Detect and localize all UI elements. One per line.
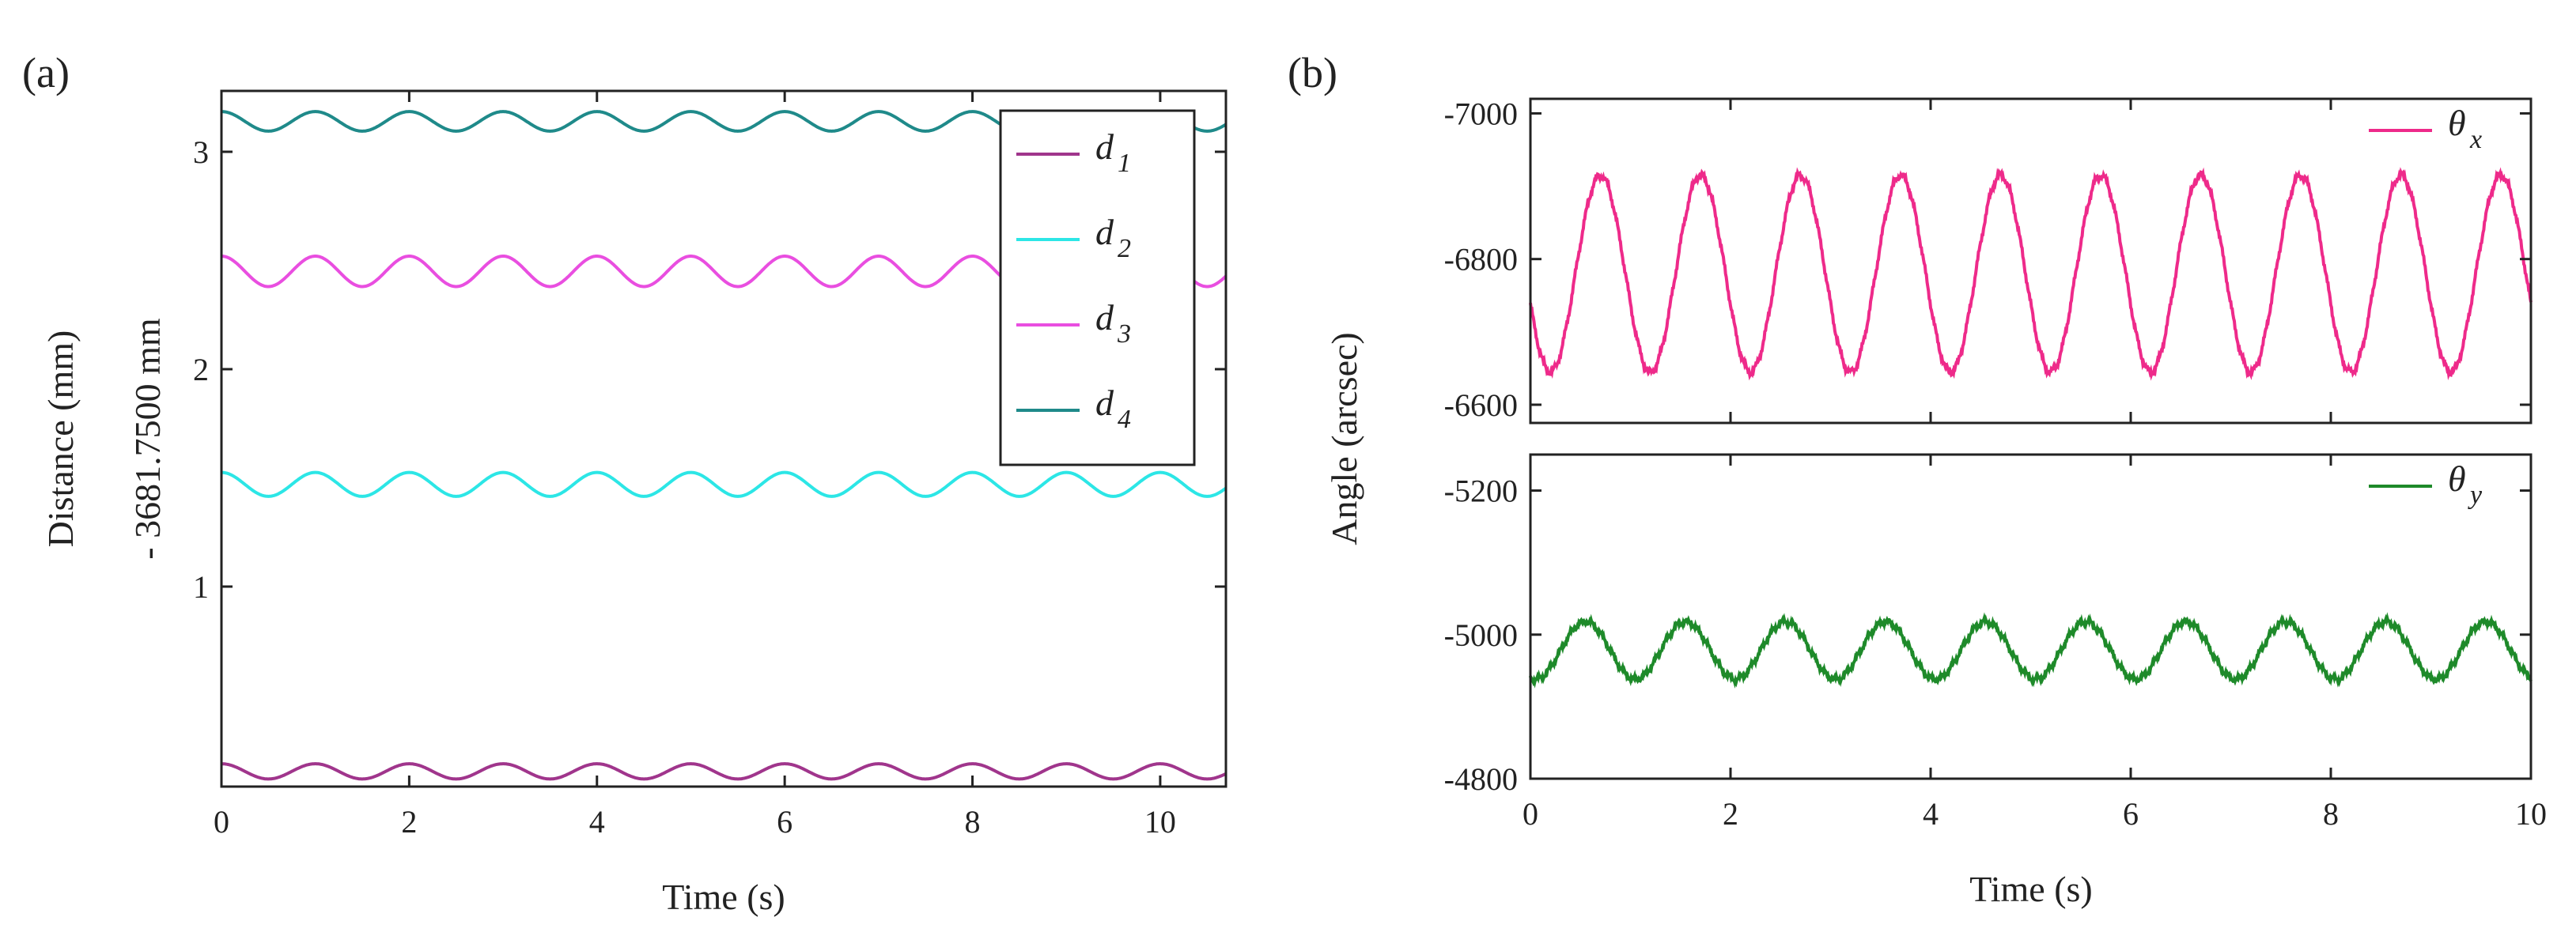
panel-a-d3-legend-label: d	[1095, 297, 1114, 338]
panel-a-d4-legend-subscript: 4	[1118, 405, 1131, 434]
panel-b-theta-x-legend-subscript: x	[2469, 125, 2482, 154]
panel-a-x-tick-label: 0	[214, 804, 229, 840]
panel-a-d4-legend-label: d	[1095, 383, 1114, 423]
panel-a-legend-box	[999, 109, 1196, 466]
panel-a-y-axis-title-line-2: - 3681.7500 mm	[127, 318, 168, 560]
panel-a-d1-legend-subscript: 1	[1118, 149, 1131, 178]
panel-a-d2-legend-label: d	[1095, 212, 1114, 252]
panel-b-sub1-y-tick-label: -6600	[1444, 387, 1518, 423]
panel-a-x-tick-label: 8	[965, 804, 981, 840]
panel-a-y-axis-title-line-1: Distance (mm)	[40, 330, 81, 548]
panel-b-sub2-y-tick-label: -5000	[1444, 617, 1518, 653]
panel-a-x-tick-label: 6	[777, 804, 792, 840]
panel-b-theta-y-legend-subscript: y	[2468, 481, 2483, 510]
panel-a-x-tick-label: 2	[401, 804, 417, 840]
panel-a-y-tick-label: 3	[193, 134, 209, 170]
panel-b-top-frame	[1529, 97, 2532, 425]
panel-b-x-axis-title: Time (s)	[1969, 869, 2093, 909]
panel-b-sub2-y-tick-label: -5200	[1444, 474, 1518, 509]
panel-b-y-axis-title: Angle (arcsec)	[1324, 332, 1364, 545]
panel-b-theta-x-legend-label: θ	[2448, 103, 2466, 143]
panel-a-series-d1-line	[221, 762, 1227, 781]
panel-b-sub2-x-tick-label: 0	[1523, 796, 1538, 832]
panel-a-x-axis-title: Time (s)	[662, 877, 785, 917]
panel-b-bottom-frame	[1529, 453, 2532, 780]
panel-a-frame	[220, 89, 1227, 788]
panel-b-sub1-y-tick-label: -6800	[1444, 242, 1518, 277]
panel-a-d3-legend-subscript: 3	[1117, 319, 1131, 349]
panel-b-label: (b)	[1288, 49, 1337, 96]
panel-b-sub2-x-tick-label: 6	[2123, 796, 2139, 832]
panel-a-y-tick-label: 2	[193, 352, 209, 387]
panel-b-sub2-x-tick-label: 4	[1923, 796, 1939, 832]
panel-a-x-tick-label: 4	[589, 804, 605, 840]
panel-a-d2-legend-subscript: 2	[1118, 234, 1131, 263]
panel-b-sub2-x-tick-label: 10	[2515, 796, 2547, 832]
panel-b-sub2-x-tick-label: 8	[2323, 796, 2339, 832]
panel-b-sub2-x-tick-label: 2	[1723, 796, 1738, 832]
panel-a-series-d2-line	[221, 470, 1227, 498]
panel-a-y-tick-label: 1	[193, 569, 209, 605]
panel-b-sub2-y-tick-label: -4800	[1444, 761, 1518, 797]
panel-b-series-y-line	[1529, 612, 2532, 689]
panel-b-sub1-y-tick-label: -7000	[1444, 96, 1518, 131]
panel-a-d1-legend-label: d	[1095, 126, 1114, 167]
panel-a-legend: d 1d 2d 3d 4	[999, 109, 1196, 466]
panel-b-series-x-line	[1529, 167, 2532, 381]
panel-b-theta-y-legend-label: θ	[2448, 459, 2466, 499]
panel-a-label: (a)	[22, 49, 70, 96]
panel-a-x-tick-label: 10	[1144, 804, 1176, 840]
